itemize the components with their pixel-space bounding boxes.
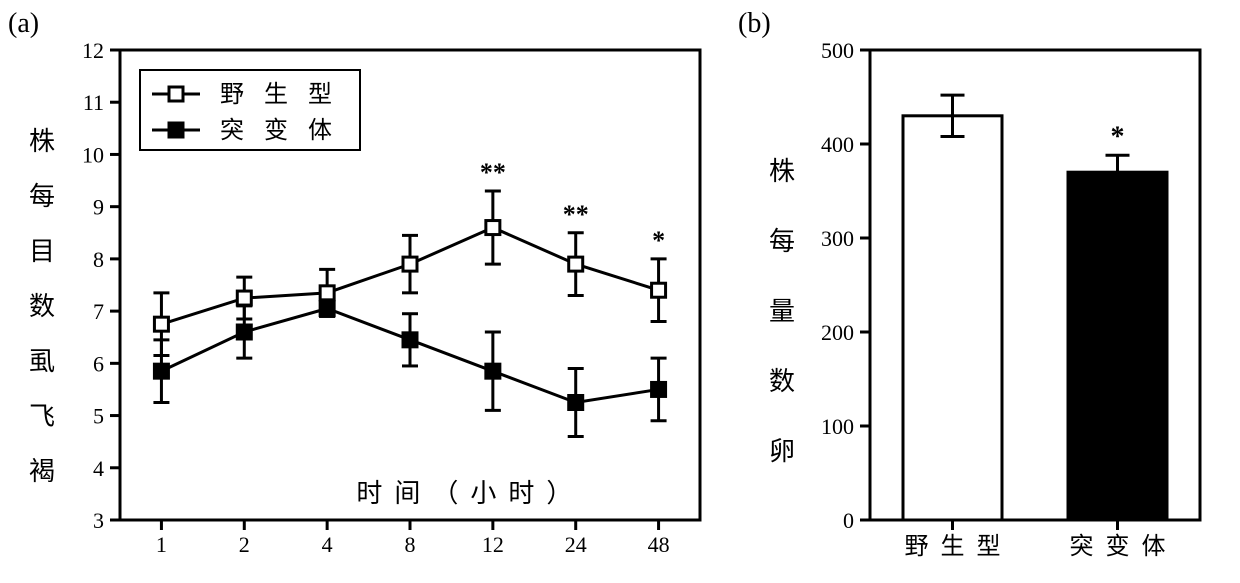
- svg-text:生: 生: [264, 81, 288, 108]
- svg-text:8: 8: [93, 247, 104, 272]
- svg-text:1: 1: [156, 532, 167, 557]
- svg-text:4: 4: [93, 456, 104, 481]
- panel-b-chart: 0 100 200 300 400 500 野生型 * 突变体 卵 数 量 每 株: [730, 0, 1240, 578]
- svg-text:9: 9: [93, 195, 104, 220]
- svg-text:*: *: [652, 226, 665, 255]
- svg-text:飞: 飞: [29, 402, 55, 431]
- svg-text:量: 量: [769, 297, 795, 326]
- svg-text:7: 7: [93, 299, 104, 324]
- svg-text:每: 每: [29, 182, 55, 211]
- svg-text:生: 生: [941, 533, 965, 560]
- svg-text:每: 每: [769, 227, 795, 256]
- svg-text:型: 型: [308, 81, 332, 108]
- svg-text:）: ）: [546, 479, 572, 508]
- svg-text:24: 24: [565, 532, 587, 557]
- svg-text:0: 0: [843, 508, 854, 533]
- svg-text:突: 突: [1070, 533, 1094, 560]
- svg-text:小: 小: [470, 479, 496, 508]
- svg-text:4: 4: [322, 532, 333, 557]
- svg-text:3: 3: [93, 508, 104, 533]
- panel-a-chart: 34567891011121248122448时间（小时）褐飞虱数目每株****…: [0, 0, 730, 578]
- svg-text:10: 10: [82, 142, 104, 167]
- svg-text:时: 时: [508, 479, 534, 508]
- svg-text:体: 体: [1142, 533, 1166, 560]
- svg-text:数: 数: [769, 367, 795, 396]
- svg-text:48: 48: [648, 532, 670, 557]
- svg-text:株: 株: [29, 127, 55, 156]
- svg-text:2: 2: [239, 532, 250, 557]
- svg-text:间: 间: [394, 479, 420, 508]
- svg-text:8: 8: [405, 532, 416, 557]
- svg-text:*: *: [1111, 121, 1125, 152]
- svg-text:12: 12: [82, 38, 104, 63]
- svg-text:**: **: [563, 200, 589, 229]
- panel-a-label: (a): [8, 8, 39, 40]
- svg-text:褐: 褐: [29, 457, 55, 486]
- svg-text:突: 突: [220, 117, 244, 144]
- svg-text:体: 体: [308, 117, 332, 144]
- svg-text:12: 12: [482, 532, 504, 557]
- svg-text:变: 变: [1106, 533, 1130, 560]
- svg-text:野: 野: [905, 534, 929, 560]
- svg-text:300: 300: [821, 226, 854, 251]
- panel-a: (a) 34567891011121248122448时间（小时）褐飞虱数目每株…: [0, 0, 730, 578]
- svg-text:野: 野: [220, 82, 244, 108]
- panel-b: (b) 0 100 200 300 400 500 野生型 * 突变体 卵 数 量 每 株: [730, 0, 1240, 578]
- svg-text:卵: 卵: [769, 437, 795, 466]
- svg-text:株: 株: [769, 157, 795, 186]
- svg-text:100: 100: [821, 414, 854, 439]
- svg-text:11: 11: [83, 90, 104, 115]
- svg-text:数: 数: [29, 292, 55, 321]
- svg-text:6: 6: [93, 351, 104, 376]
- svg-text:500: 500: [821, 38, 854, 63]
- svg-text:目: 目: [29, 237, 55, 266]
- svg-text:400: 400: [821, 132, 854, 157]
- svg-text:虱: 虱: [29, 347, 55, 376]
- svg-text:型: 型: [977, 533, 1001, 560]
- svg-text:时: 时: [356, 479, 382, 508]
- svg-text:**: **: [480, 158, 506, 187]
- panel-b-label: (b): [738, 8, 771, 40]
- svg-text:（: （: [432, 479, 458, 508]
- svg-text:5: 5: [93, 404, 104, 429]
- svg-text:200: 200: [821, 320, 854, 345]
- svg-text:变: 变: [264, 117, 288, 144]
